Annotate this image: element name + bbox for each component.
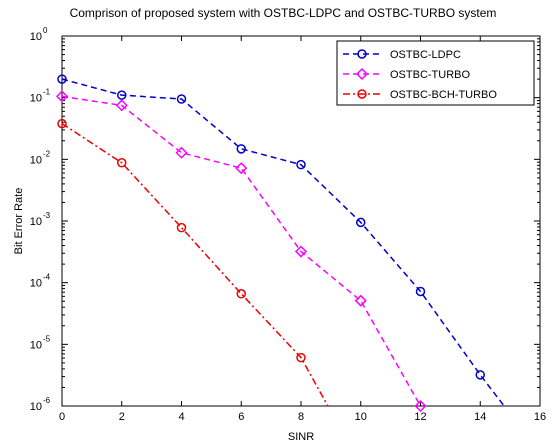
y-tick-exponent: -6 [43,396,51,405]
data-point-marker [354,294,367,307]
x-tick-label: 6 [238,411,244,423]
data-point-marker [414,399,427,413]
legend: OSTBC-LDPC OSTBC-TURBO OSTBC-BCH-TURBO [336,40,535,106]
y-tick-exponent: 0 [43,26,48,35]
data-point-marker [175,146,188,159]
data-point-marker [296,352,306,363]
data-point-marker [176,222,187,233]
y-tick-label: 10 [30,401,42,413]
data-point-marker [294,245,308,258]
data-point-marker [357,89,367,99]
legend-label: OSTBC-LDPC [390,49,461,61]
x-tick-label: 14 [474,411,486,423]
y-tick-base: 10 [30,31,42,43]
x-tick-label: 12 [414,411,426,423]
chart-title: Comprison of proposed system with OSTBC-… [70,6,497,20]
data-point-marker [115,99,128,112]
data-point-marker [475,370,485,380]
data-point-marker [357,49,367,59]
data-point-marker [57,118,67,129]
data-point-marker [117,158,127,168]
y-tick-exponent: -3 [43,211,51,220]
series-layer [55,74,505,413]
y-tick-exponent: -1 [43,88,51,97]
legend-label: OSTBC-TURBO [390,69,471,81]
series-line [61,122,329,407]
legend-label: OSTBC-BCH-TURBO [390,89,497,101]
y-tick-label: 10 [30,31,42,43]
data-point-marker [235,162,248,175]
x-tick-label: 2 [119,411,125,423]
x-tick-label: 0 [59,411,65,423]
data-point-marker [117,90,127,100]
y-tick-base: 10 [30,278,42,290]
y-tick-label: 10 [30,216,42,228]
y-tick-label: 10 [30,154,42,166]
y-tick-base: 10 [30,93,42,105]
y-tick-base: 10 [30,154,42,166]
x-tick-label: 8 [298,411,304,423]
series-line [61,95,422,407]
series-ostbc-turbo [55,90,427,413]
data-point-marker [176,94,187,104]
data-point-marker [236,144,246,154]
y-axis-label: Bit Error Rate [13,188,25,255]
series-ostbc-bch-turbo [57,118,329,407]
data-point-marker [355,67,369,81]
x-tick-label: 10 [355,411,367,423]
data-point-marker [415,286,426,297]
x-tick-label: 4 [178,411,184,423]
data-point-marker [356,217,366,228]
x-axis-label: SINR [288,431,314,443]
series-ostbc-ldpc [57,74,505,407]
y-tick-label: 10 [30,93,42,105]
data-point-marker [236,289,246,299]
x-tick-label: 16 [534,411,546,423]
y-tick-label: 10 [30,339,42,351]
series-line [61,78,505,407]
y-tick-base: 10 [30,216,42,228]
y-tick-exponent: -5 [43,334,51,343]
y-tick-base: 10 [30,401,42,413]
y-tick-exponent: -2 [43,149,51,158]
y-tick-exponent: -4 [43,273,51,282]
y-tick-base: 10 [30,339,42,351]
data-point-marker [296,159,306,170]
data-point-marker [55,90,69,103]
x-axis: 0 2 4 6 8 10 12 14 16 [59,36,546,423]
data-point-marker [57,74,67,84]
y-tick-label: 10 [30,278,42,290]
